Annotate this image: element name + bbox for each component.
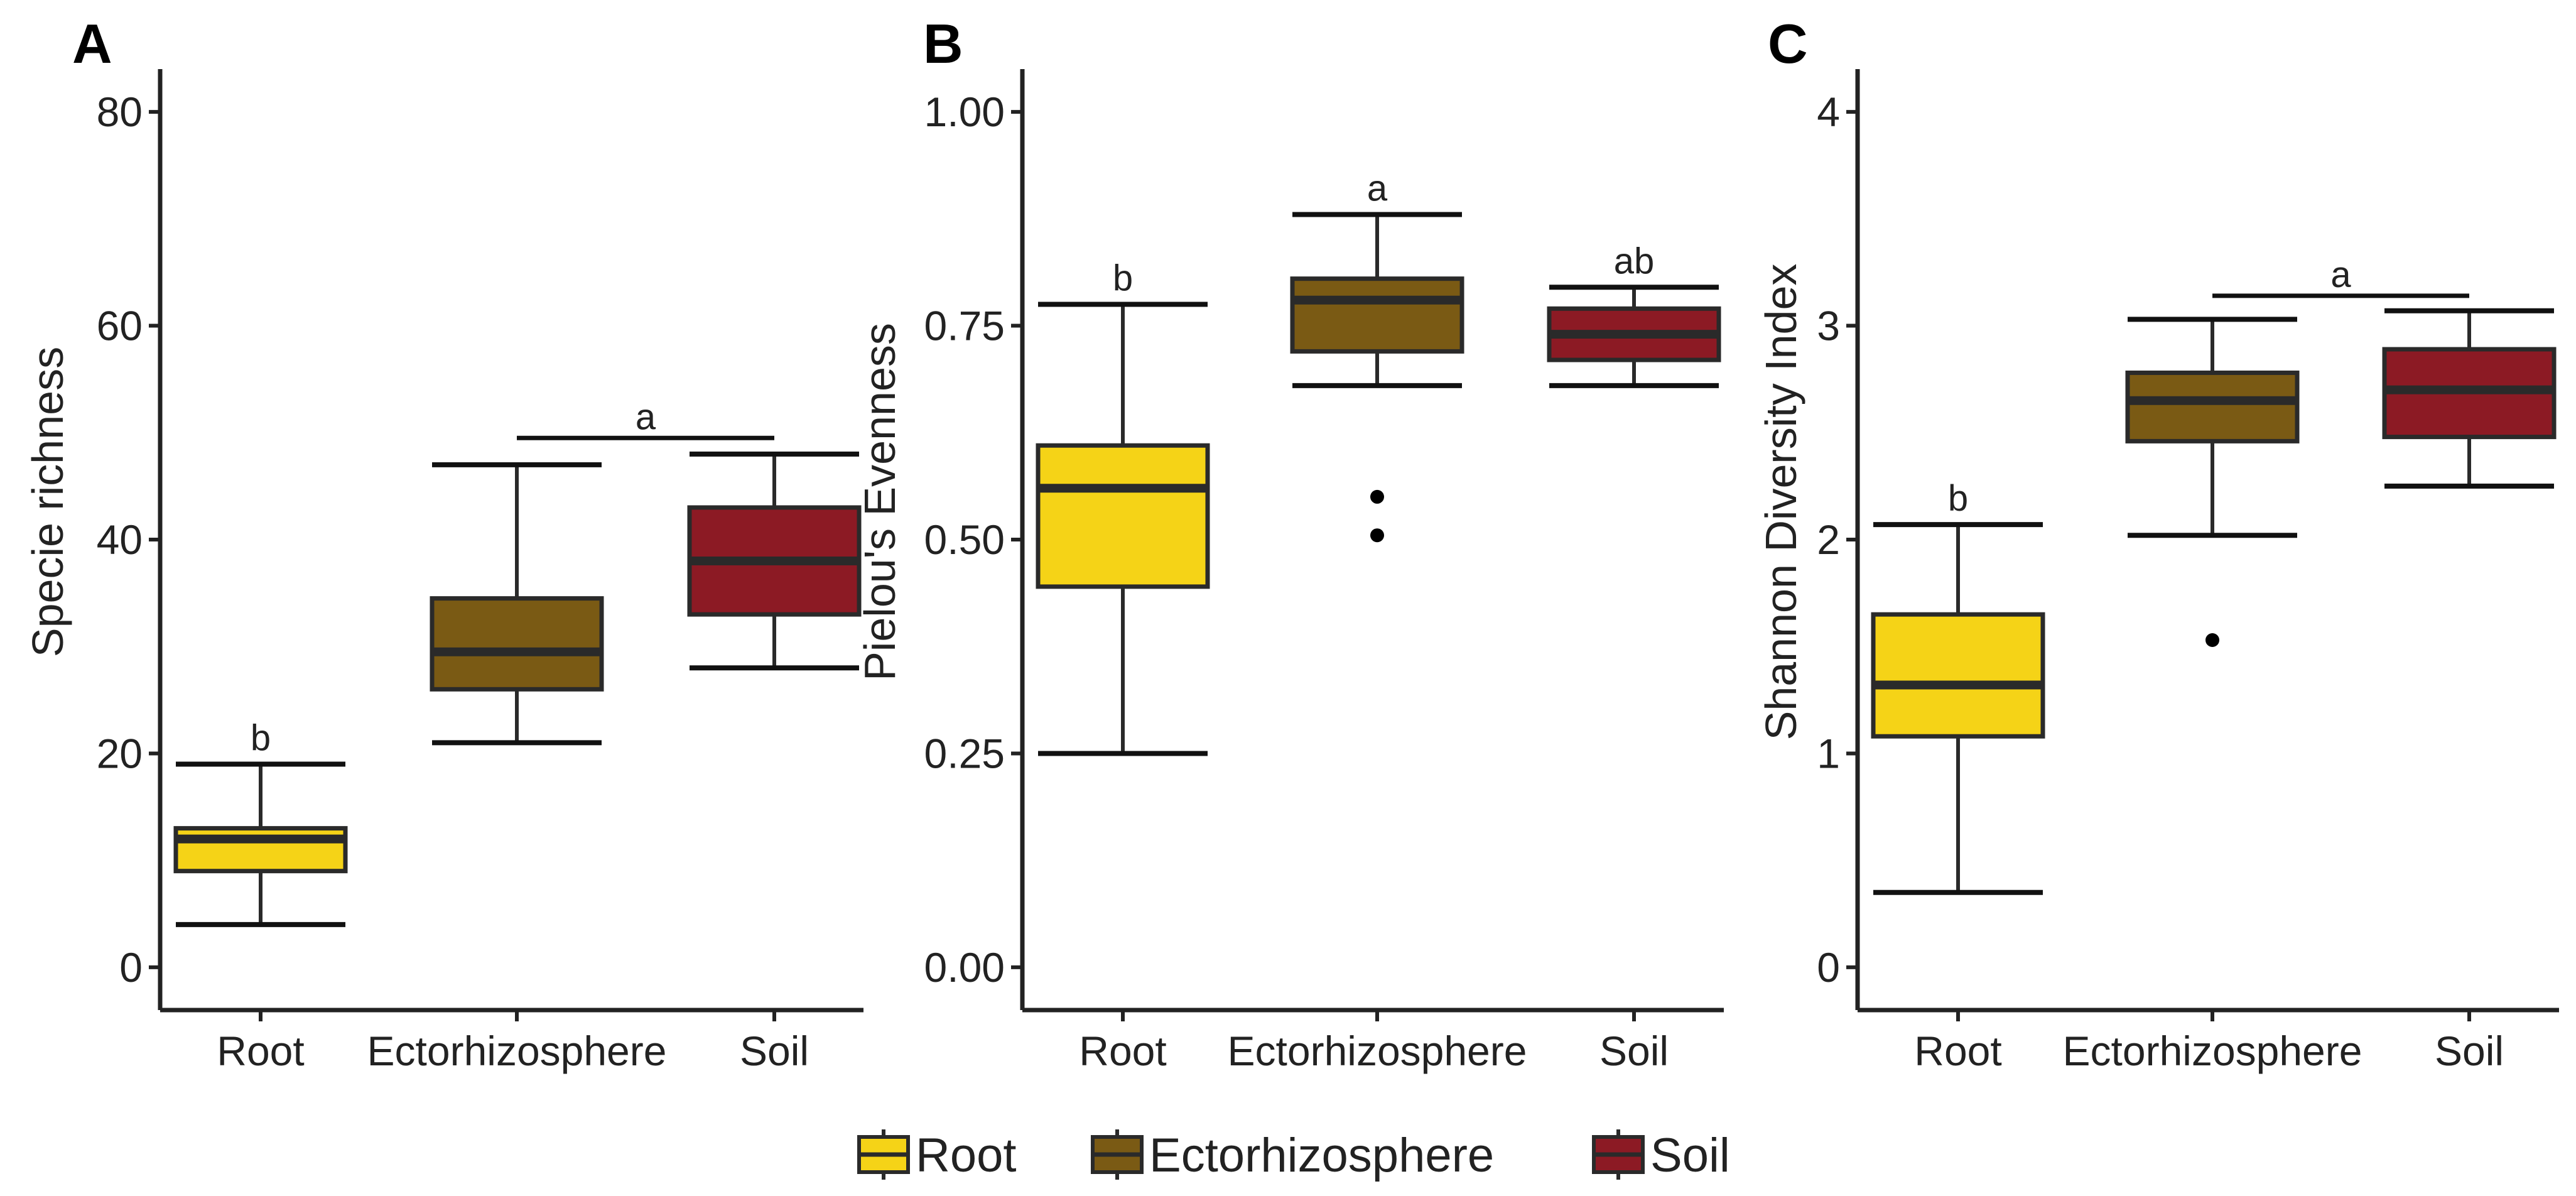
- panel-letter: A: [72, 13, 112, 75]
- x-tick-label: Soil: [740, 1028, 809, 1074]
- significance-label: a: [1367, 168, 1388, 209]
- outlier-point: [1370, 528, 1384, 543]
- y-axis-title: Specie richness: [23, 347, 72, 657]
- y-tick-label: 1.00: [924, 89, 1005, 135]
- box-body: [2125, 370, 2300, 443]
- significance-label: a: [636, 396, 656, 437]
- y-tick-label: 80: [97, 89, 143, 135]
- x-tick-label: Root: [1914, 1028, 2001, 1074]
- panel-b: B 0.00 0.25 0.50 0.75 1.00 Pielou's Evenness Ro…: [855, 13, 1724, 1074]
- x-tick-label: Soil: [2435, 1028, 2504, 1074]
- y-tick-label: 0: [1817, 944, 1840, 991]
- y-tick-label: 0.50: [924, 516, 1005, 563]
- y-tick-label: 4: [1817, 89, 1840, 135]
- y-tick-label: 0: [119, 944, 143, 991]
- x-tick-label: Root: [217, 1028, 304, 1074]
- y-tick-label: 60: [97, 303, 143, 349]
- y-tick-label: 40: [97, 516, 143, 563]
- y-tick-label: 3: [1817, 303, 1840, 349]
- y-tick-label: 2: [1817, 516, 1840, 563]
- outlier-point: [1370, 489, 1384, 504]
- legend-label: Root: [916, 1129, 1017, 1182]
- significance-label: a: [2330, 254, 2351, 295]
- x-tick-label: Root: [1079, 1028, 1166, 1074]
- box-ectorhizosphere: [2125, 317, 2300, 648]
- y-axis-title: Pielou's Evenness: [855, 323, 904, 681]
- outlier-point: [2205, 633, 2219, 648]
- legend-label: Soil: [1650, 1129, 1730, 1182]
- box-soil: [1547, 285, 1721, 388]
- legend-item-soil: Soil: [1592, 1129, 1730, 1182]
- significance-label: b: [1113, 258, 1133, 299]
- y-tick-label: 0.75: [924, 303, 1005, 349]
- box-root: [1871, 522, 2045, 895]
- panel-letter: C: [1768, 13, 1808, 75]
- y-axis-title: Shannon Diversity Index: [1756, 264, 1805, 741]
- significance-label: b: [1948, 478, 1968, 519]
- y-tick-label: 0.00: [924, 944, 1005, 991]
- x-tick-label: Ectorhizosphere: [367, 1028, 667, 1074]
- legend: Root Ectorhizosphere Soil: [857, 1129, 1730, 1182]
- panel-c: C 0 1 2 3 4 Shannon Diversity Index Root Ectorhi…: [1756, 13, 2559, 1074]
- y-tick-label: 20: [97, 730, 143, 776]
- x-tick-label: Soil: [1599, 1028, 1669, 1074]
- significance-label: b: [251, 717, 271, 758]
- box-root: [173, 761, 348, 927]
- box-soil: [687, 451, 862, 671]
- panel-a: A 0 20 40 60 80 Specie richness Root Ectorhizosp…: [23, 13, 863, 1074]
- box-root: [1036, 302, 1210, 756]
- box-body: [1871, 612, 2045, 739]
- panel-letter: B: [923, 13, 963, 75]
- box-ectorhizosphere: [1290, 212, 1464, 543]
- y-tick-label: 1: [1817, 730, 1840, 776]
- significance-label: ab: [1614, 241, 1655, 281]
- legend-item-root: Root: [857, 1129, 1017, 1182]
- box-soil: [2382, 308, 2557, 489]
- x-tick-label: Ectorhizosphere: [2063, 1028, 2362, 1074]
- legend-label: Ectorhizosphere: [1149, 1129, 1494, 1182]
- box-body: [1290, 276, 1464, 354]
- box-body: [1036, 443, 1210, 589]
- x-tick-label: Ectorhizosphere: [1228, 1028, 1527, 1074]
- y-tick-label: 0.25: [924, 730, 1005, 776]
- box-body: [430, 596, 604, 692]
- box-ectorhizosphere: [430, 462, 604, 746]
- legend-item-ectorhizosphere: Ectorhizosphere: [1091, 1129, 1494, 1182]
